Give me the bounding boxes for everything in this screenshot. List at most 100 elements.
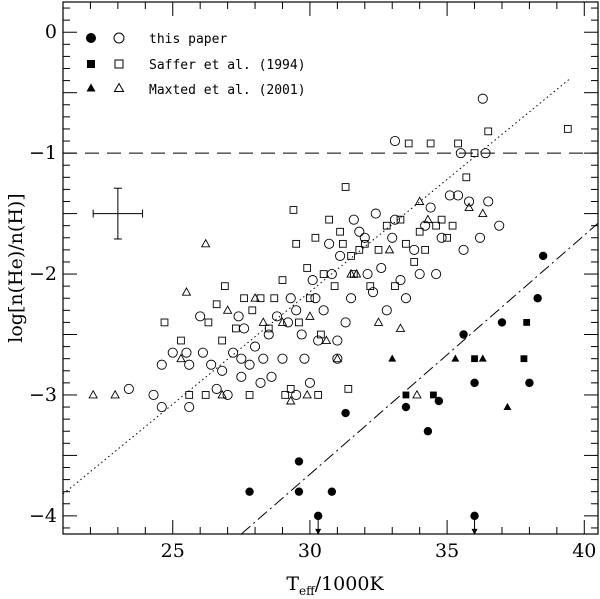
data-point-s2-45 xyxy=(367,287,379,298)
legend-marker-open-square xyxy=(114,59,124,69)
data-point-s6-20 xyxy=(384,244,395,254)
data-point-s2-25 xyxy=(282,317,294,328)
data-point-s4-4 xyxy=(204,318,213,327)
data-point-s4-41 xyxy=(410,258,419,266)
data-point-s2-39 xyxy=(340,317,351,328)
data-point-s4-18 xyxy=(292,239,301,248)
data-point-s2-61 xyxy=(455,148,466,159)
data-point-s4-16 xyxy=(281,391,290,399)
data-point-s3-0 xyxy=(402,391,410,399)
data-point-s0-5 xyxy=(401,402,411,412)
data-point-s0-6 xyxy=(423,427,433,436)
axis-ticks xyxy=(62,2,598,534)
data-point-s4-55 xyxy=(317,330,325,339)
data-point-s4-33 xyxy=(360,239,369,248)
data-point-s4-6 xyxy=(218,336,226,345)
data-point-s2-35 xyxy=(324,238,335,249)
data-point-s0-12 xyxy=(533,294,542,303)
data-point-s2-46 xyxy=(370,208,381,219)
data-point-s2-15 xyxy=(236,371,247,382)
data-point-s2-12 xyxy=(228,347,239,358)
y-tick-label-4: −4 xyxy=(29,505,57,527)
legend-label-this-paper: this paper xyxy=(149,32,227,47)
data-point-s2-57 xyxy=(431,268,442,280)
x-tick-label-30: 30 xyxy=(298,540,322,562)
data-point-s2-71 xyxy=(332,335,343,346)
data-point-s6-16 xyxy=(414,196,425,205)
y-tick-label-0: 0 xyxy=(45,21,57,43)
data-point-s2-50 xyxy=(389,214,401,225)
data-point-s3-4 xyxy=(520,355,528,363)
error-bar xyxy=(92,187,144,240)
x-axis-title-suffix: /1000K xyxy=(315,573,385,595)
data-point-s2-14 xyxy=(236,353,247,364)
data-point-s1-0-arrow-head xyxy=(315,528,322,535)
data-point-s2-41 xyxy=(348,214,359,225)
data-point-s6-4 xyxy=(217,389,227,399)
data-point-s4-34 xyxy=(366,282,375,290)
y-axis-title: log[n(He)/n(H)] xyxy=(5,193,27,342)
data-point-s4-44 xyxy=(426,139,435,148)
reference-lines xyxy=(62,77,599,535)
legend-marker-filled-square xyxy=(87,60,95,68)
data-point-s4-14 xyxy=(270,294,279,303)
data-point-s2-70 xyxy=(291,389,302,401)
data-point-s2-40 xyxy=(346,293,357,304)
data-point-s2-28 xyxy=(296,329,307,340)
data-point-s2-68 xyxy=(494,220,505,231)
data-point-s0-11 xyxy=(525,378,534,388)
data-point-s4-45 xyxy=(432,221,440,230)
y-tick-label-2: −2 xyxy=(29,263,57,285)
data-point-s6-23 xyxy=(346,268,356,278)
data-point-s2-38 xyxy=(335,250,346,261)
data-point-s2-42 xyxy=(354,226,365,237)
data-point-s2-11 xyxy=(222,389,233,401)
data-point-s4-27 xyxy=(336,227,344,236)
data-point-s0-2 xyxy=(294,487,304,496)
legend-marker-open-circle xyxy=(113,32,125,44)
data-point-s2-16 xyxy=(239,323,250,334)
y-tick-label-1: −1 xyxy=(29,142,57,164)
data-point-s2-7 xyxy=(197,347,208,358)
data-point-s6-7 xyxy=(258,317,269,326)
data-point-s0-7 xyxy=(434,396,444,406)
data-point-s2-13 xyxy=(233,311,244,322)
data-point-s0-9 xyxy=(470,378,479,388)
data-point-s6-0 xyxy=(88,389,98,399)
data-point-s4-25 xyxy=(325,215,333,224)
data-point-s2-65 xyxy=(477,93,488,104)
data-point-s6-1 xyxy=(110,389,120,399)
data-point-s4-37 xyxy=(391,282,399,290)
data-point-s6-19 xyxy=(423,214,433,224)
data-point-s2-67 xyxy=(483,196,494,207)
data-point-s4-9 xyxy=(240,294,248,303)
data-point-s2-73 xyxy=(156,401,167,413)
data-point-s5-0 xyxy=(388,354,397,362)
data-point-s4-43 xyxy=(421,246,430,254)
data-point-s2-60 xyxy=(453,190,464,201)
data-point-s0-1 xyxy=(294,457,304,466)
data-point-s4-2 xyxy=(185,391,194,399)
data-point-s4-30 xyxy=(347,252,355,260)
data-point-s6-18 xyxy=(478,208,488,218)
data-point-s6-11 xyxy=(321,335,332,344)
data-point-s4-39 xyxy=(402,239,410,248)
data-point-s2-4 xyxy=(181,347,192,358)
data-point-s4-28 xyxy=(338,239,347,248)
data-point-s0-4 xyxy=(341,408,350,418)
data-point-s6-15 xyxy=(395,323,406,332)
data-point-s4-47 xyxy=(443,233,451,242)
data-point-s4-56 xyxy=(344,385,353,393)
data-point-s4-52 xyxy=(484,127,493,136)
data-point-s5-1 xyxy=(451,354,460,362)
data-point-s2-51 xyxy=(395,275,406,286)
data-point-s2-48 xyxy=(381,305,392,316)
x-axis-title-main: T xyxy=(286,573,299,595)
data-point-s0-8 xyxy=(459,330,468,339)
data-points xyxy=(88,93,572,535)
data-point-s4-32 xyxy=(355,246,364,254)
data-point-s2-56 xyxy=(425,202,436,213)
data-point-s4-13 xyxy=(264,324,273,333)
data-point-s3-3 xyxy=(523,319,531,326)
data-point-s6-24 xyxy=(412,389,422,399)
